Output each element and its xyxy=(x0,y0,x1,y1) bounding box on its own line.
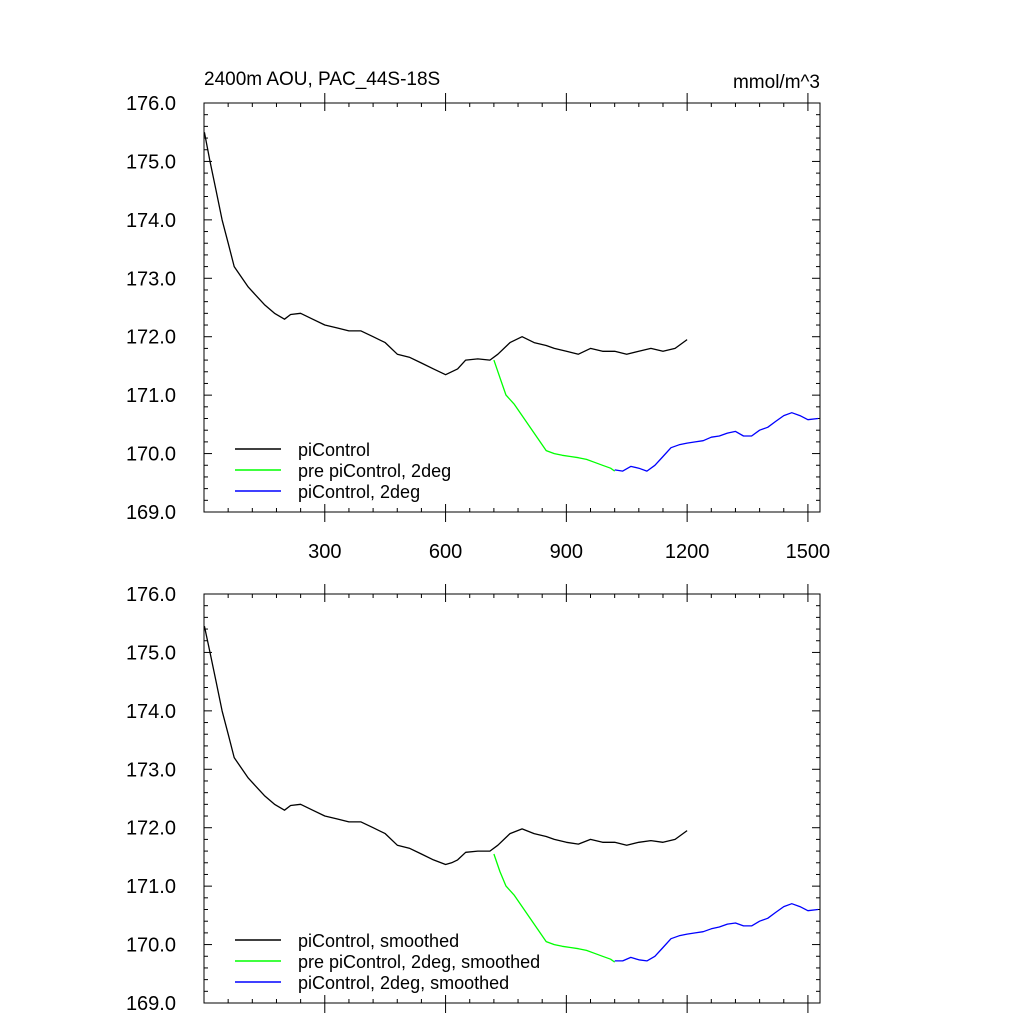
legend-label: piControl, 2deg xyxy=(298,482,420,502)
legend-label: pre piControl, 2deg, smoothed xyxy=(298,952,540,972)
x-tick-label: 900 xyxy=(550,541,583,563)
series-line-2 xyxy=(614,903,819,962)
y-tick-label: 171.0 xyxy=(126,385,176,407)
y-tick-label: 173.0 xyxy=(126,268,176,290)
y-tick-label: 174.0 xyxy=(126,701,176,723)
y-tick-label: 172.0 xyxy=(126,327,176,349)
legend-label: piControl xyxy=(298,440,370,460)
y-tick-label: 170.0 xyxy=(126,444,176,466)
plot-frame xyxy=(203,593,821,1004)
series-line-0 xyxy=(203,132,688,376)
y-tick-label: 170.0 xyxy=(126,935,176,957)
y-tick-label: 172.0 xyxy=(126,818,176,840)
y-tick-label: 173.0 xyxy=(126,759,176,781)
legend-label: piControl, smoothed xyxy=(298,931,459,951)
y-tick-label: 174.0 xyxy=(126,210,176,232)
y-tick-label: 171.0 xyxy=(126,876,176,898)
y-tick-label: 176.0 xyxy=(126,584,176,606)
y-tick-label: 169.0 xyxy=(126,502,176,524)
series-line-1 xyxy=(493,359,616,472)
y-tick-label: 176.0 xyxy=(126,93,176,115)
x-tick-label: 600 xyxy=(429,541,462,563)
series-line-2 xyxy=(614,412,819,472)
series-line-1 xyxy=(493,853,616,963)
x-tick-label: 1200 xyxy=(665,541,710,563)
y-tick-label: 169.0 xyxy=(126,993,176,1015)
chart-title: 2400m AOU, PAC_44S-18S xyxy=(204,69,440,90)
legend-label: piControl, 2deg, smoothed xyxy=(298,973,509,993)
series-line-0 xyxy=(203,625,688,866)
y-tick-label: 175.0 xyxy=(126,642,176,664)
plot-frame xyxy=(203,102,821,513)
y-tick-label: 175.0 xyxy=(126,151,176,173)
top-panel: 169.0 170.0 171.0 172.0 173.0 174.0 175.0 176.0… xyxy=(126,69,830,563)
legend-label: pre piControl, 2deg xyxy=(298,461,451,481)
units-label: mmol/m^3 xyxy=(733,72,820,93)
x-tick-label: 300 xyxy=(308,541,341,563)
bottom-panel: 169.0 170.0 171.0 172.0 173.0 174.0 175.0 176.0… xyxy=(126,584,821,1015)
x-tick-label: 1500 xyxy=(786,541,831,563)
